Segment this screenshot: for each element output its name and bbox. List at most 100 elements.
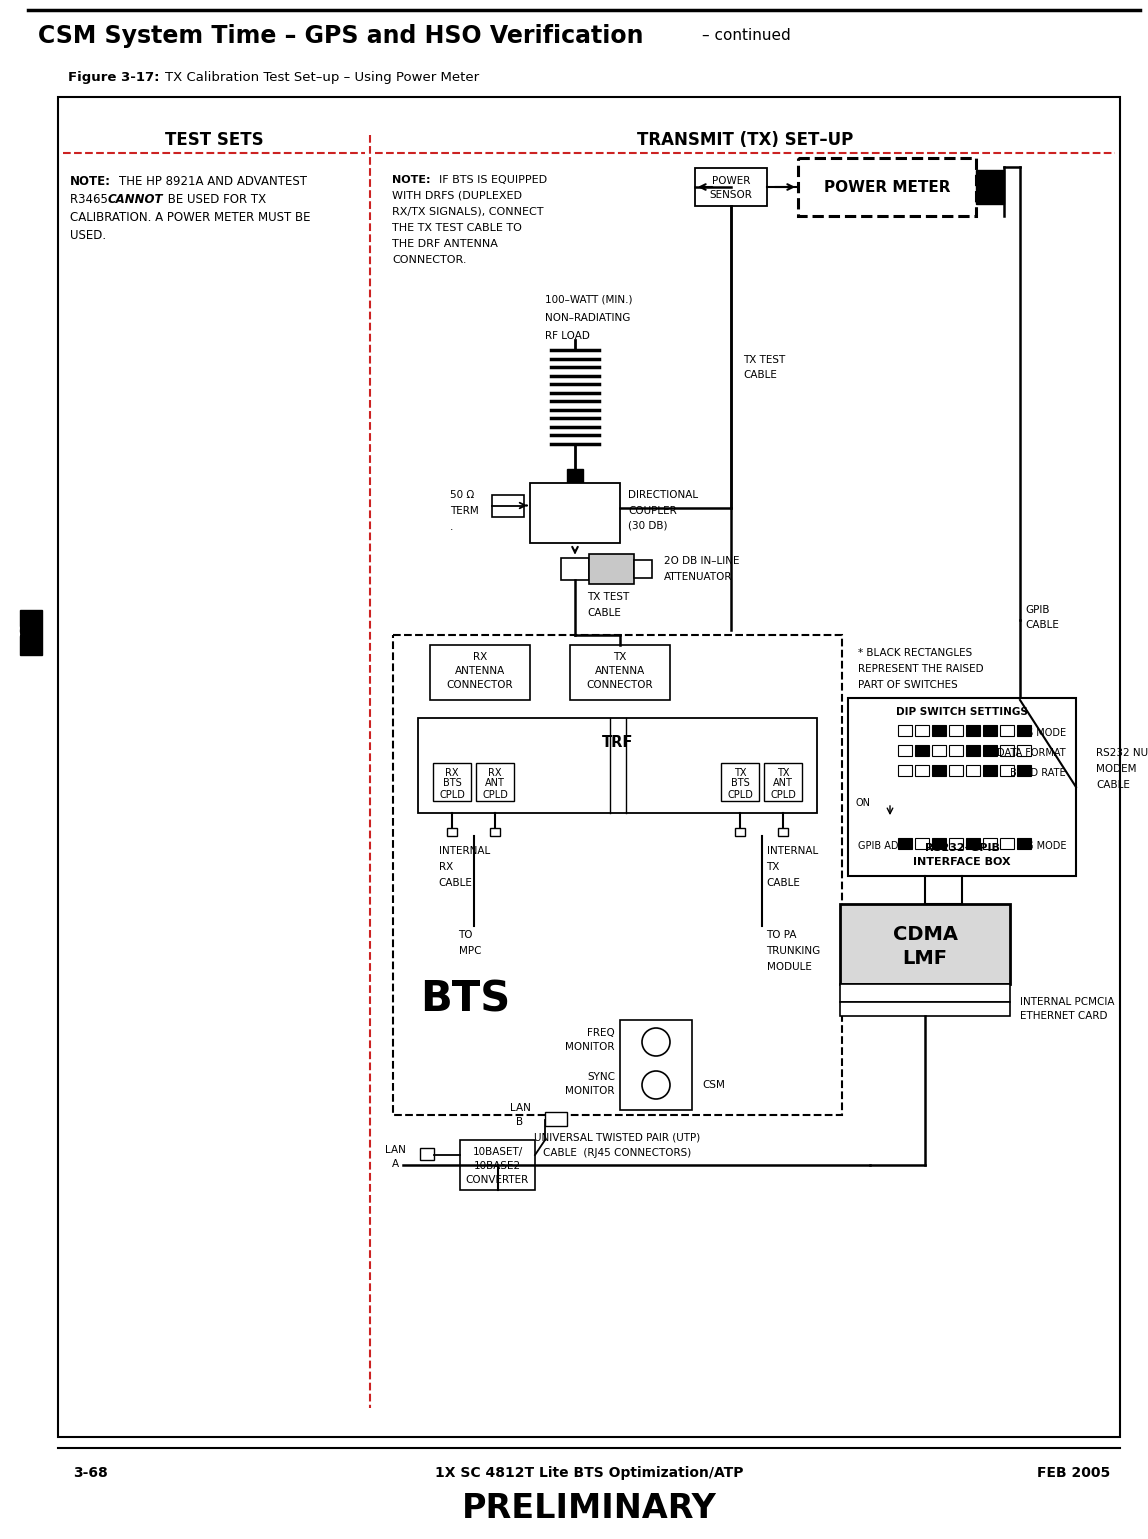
Text: THE TX TEST CABLE TO: THE TX TEST CABLE TO [391,223,522,232]
Bar [840,983,1010,1002]
Bar [932,839,946,850]
Bar [932,745,946,756]
Text: POWER METER: POWER METER [824,180,951,194]
Text: 100–WATT (MIN.): 100–WATT (MIN.) [545,295,633,305]
Text: R3465: R3465 [70,192,111,206]
Text: NON–RADIATING: NON–RADIATING [545,312,630,323]
Bar [460,1140,535,1190]
Text: RX/TX SIGNALS), CONNECT: RX/TX SIGNALS), CONNECT [391,208,543,217]
Bar [898,745,912,756]
Text: 50 Ω: 50 Ω [450,491,474,500]
Text: – continued: – continued [701,29,791,43]
Bar [976,169,1004,205]
Bar [1000,745,1014,756]
Bar [1000,839,1014,850]
Bar [420,1148,434,1160]
Bar [1000,765,1014,776]
Text: TX: TX [734,768,746,777]
Bar [898,725,912,736]
Bar [1017,839,1031,850]
Text: MONITOR: MONITOR [566,1087,615,1096]
Text: RX: RX [488,768,502,777]
Text: 3-68: 3-68 [73,1467,108,1481]
Text: SENSOR: SENSOR [709,189,752,200]
Text: COUPLER: COUPLER [628,505,677,516]
Bar [476,762,514,800]
Bar [915,839,929,850]
Text: CONNECTOR: CONNECTOR [587,680,653,691]
Bar [561,557,589,580]
Text: BTS: BTS [443,779,461,788]
Text: CABLE: CABLE [1096,780,1130,790]
Bar [765,762,802,800]
Text: FREQ: FREQ [588,1028,615,1037]
Bar [59,97,1120,1437]
Text: B: B [517,1117,523,1127]
Text: TO: TO [458,931,473,940]
Text: GPIB ADRS: GPIB ADRS [858,840,912,851]
Text: RX: RX [439,862,452,871]
Text: TX TEST: TX TEST [743,356,785,365]
Text: CSM System Time – GPS and HSO Verification: CSM System Time – GPS and HSO Verificati… [38,25,644,48]
Text: CPLD: CPLD [727,790,753,799]
Text: RX: RX [445,768,459,777]
Text: CONNECTOR: CONNECTOR [447,680,513,691]
Text: LMF: LMF [902,950,947,968]
Text: ON: ON [856,799,871,808]
Text: ANTENNA: ANTENNA [595,666,645,677]
Bar [721,762,759,800]
Text: INTERNAL PCMCIA: INTERNAL PCMCIA [1021,997,1115,1007]
Text: CSM: CSM [701,1080,724,1090]
Text: CPLD: CPLD [482,790,507,799]
Text: MONITOR: MONITOR [566,1042,615,1053]
Text: .: . [450,523,453,532]
Bar [418,717,817,813]
Text: ATTENUATOR: ATTENUATOR [664,571,732,582]
Text: UNIVERSAL TWISTED PAIR (UTP): UNIVERSAL TWISTED PAIR (UTP) [534,1133,700,1143]
Text: LAN: LAN [385,1145,405,1154]
Bar [492,494,523,517]
Text: TERM: TERM [450,506,479,517]
Text: IF BTS IS EQUIPPED: IF BTS IS EQUIPPED [432,175,548,185]
Text: INTERNAL: INTERNAL [439,845,490,856]
Text: CPLD: CPLD [439,790,465,799]
Text: TX: TX [767,862,779,871]
Text: ANTENNA: ANTENNA [455,666,505,677]
Text: TX Calibration Test Set–up – Using Power Meter: TX Calibration Test Set–up – Using Power… [165,71,479,85]
Bar [898,839,912,850]
Text: * BLACK RECTANGLES: * BLACK RECTANGLES [858,648,972,659]
Bar [571,645,670,700]
Text: 2O DB IN–LINE: 2O DB IN–LINE [664,556,739,565]
Text: CABLE: CABLE [767,877,800,888]
Bar [949,725,963,736]
Text: TO PA: TO PA [767,931,797,940]
Text: LAN: LAN [510,1103,530,1113]
Text: RX: RX [473,653,487,662]
Text: BTS: BTS [420,979,510,1020]
Bar [1017,765,1031,776]
Bar [695,168,767,206]
Text: A: A [391,1159,398,1170]
Text: THE HP 8921A AND ADVANTEST: THE HP 8921A AND ADVANTEST [119,175,307,188]
Bar [433,762,471,800]
Text: NOTE:: NOTE: [70,175,111,188]
Text: MODULE: MODULE [767,962,812,973]
Text: MPC: MPC [458,946,481,957]
Text: S MODE: S MODE [1026,728,1066,739]
Text: TRANSMIT (TX) SET–UP: TRANSMIT (TX) SET–UP [637,131,853,149]
Bar [567,468,583,483]
Text: CPLD: CPLD [770,790,796,799]
Text: TX: TX [777,768,790,777]
Text: MODEM: MODEM [1096,763,1137,774]
Bar [447,828,457,836]
Bar [840,1002,1010,1016]
Bar [620,1020,692,1110]
Bar [965,725,980,736]
Text: BAUD RATE: BAUD RATE [1010,768,1066,779]
Text: 10BASE2: 10BASE2 [474,1160,521,1171]
Bar [430,645,530,700]
Text: GPIB: GPIB [1025,605,1049,616]
Text: 10BASET/: 10BASET/ [472,1147,522,1157]
Text: SYNC: SYNC [587,1073,615,1082]
Text: CONVERTER: CONVERTER [466,1174,529,1185]
